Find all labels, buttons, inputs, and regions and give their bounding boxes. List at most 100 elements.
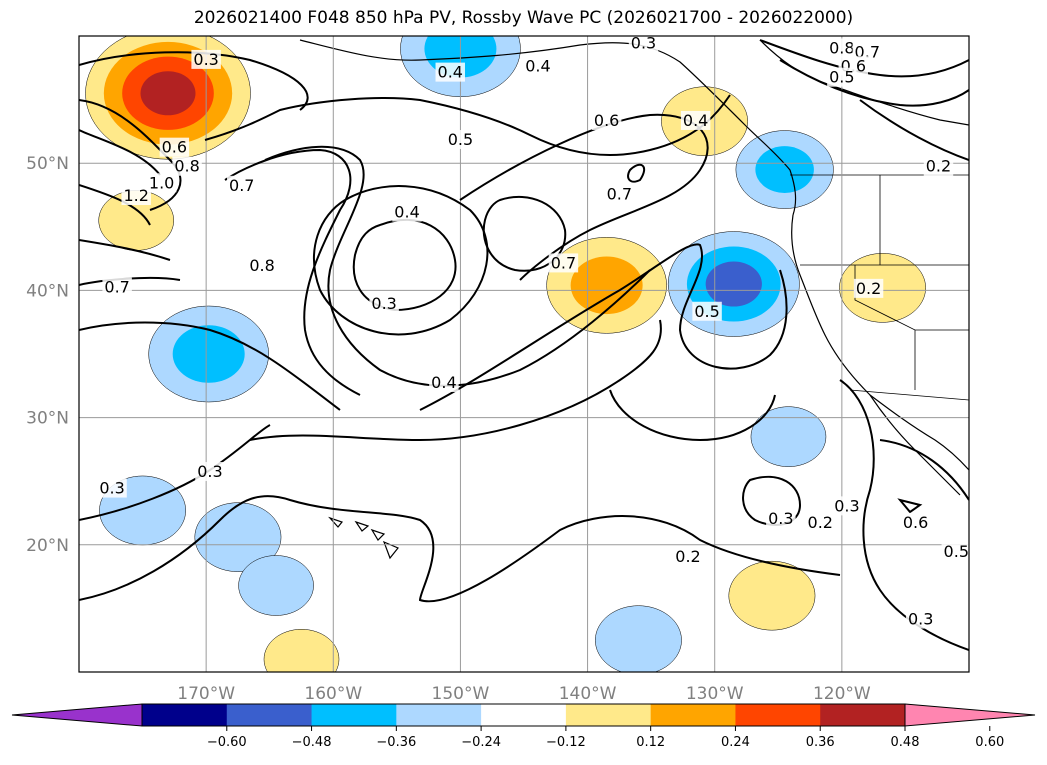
contour-label-background — [680, 110, 711, 130]
anomaly-level — [750, 406, 827, 467]
longitude-labels: 170°W 160°W 150°W 140°W 130°W 120°W — [177, 684, 871, 704]
contour-label: 0.2 — [808, 513, 833, 532]
lon-tick-label: 120°W — [813, 684, 871, 704]
contour-label-background — [591, 110, 622, 130]
lat-tick-label: 30°N — [26, 409, 69, 429]
colorbar: −0.60 −0.48 −0.36 −0.24 −0.12 0.12 0.24 0.36 0.4… — [11, 703, 1036, 750]
contour-label: 0.7 — [551, 253, 576, 272]
contour-label-background — [805, 512, 835, 532]
contour-line — [627, 163, 646, 183]
contour-line — [79, 51, 309, 111]
contour-label: 0.8 — [174, 157, 199, 176]
anomaly-level — [194, 502, 282, 572]
coastline-hawaii-2 — [354, 520, 370, 532]
latitude-labels: 20°N 30°N 40°N 50°N — [26, 154, 69, 556]
contour-label-background — [941, 542, 969, 562]
contour-label-background — [548, 253, 579, 273]
coastline-baja — [869, 394, 961, 496]
contour-line — [79, 239, 171, 261]
colorbar-segment — [481, 704, 567, 726]
contour-label-background — [195, 462, 225, 482]
contour-line — [482, 195, 567, 272]
contour-line — [897, 498, 923, 514]
colorbar-segment — [311, 704, 397, 726]
contour-label: 0.3 — [908, 610, 933, 629]
colorbar-tick-label: −0.24 — [461, 735, 501, 750]
coastline-hawaii-3 — [370, 528, 386, 541]
contour-line — [79, 129, 161, 176]
contour-line — [459, 113, 709, 281]
contour-label: 0.2 — [926, 157, 951, 176]
colorbar-segment — [396, 704, 482, 726]
colorbar-extend-high — [904, 703, 1036, 727]
colorbar-tick-label: 0.48 — [891, 735, 920, 750]
contour-label: 0.7 — [607, 185, 632, 204]
contour-label: 0.8 — [829, 38, 854, 57]
contour-label: 0.2 — [675, 547, 700, 566]
figure-title: 2026021400 F048 850 hPa PV, Rossby Wave … — [193, 8, 854, 28]
contour-line — [352, 219, 457, 312]
contour-label: 0.3 — [371, 294, 396, 313]
contour-label-background — [435, 62, 465, 82]
contour-line — [249, 319, 662, 442]
colorbar-segment — [142, 704, 228, 726]
contour-label: 0.3 — [631, 33, 656, 52]
contour-line — [204, 94, 731, 156]
anomaly-blob — [148, 305, 269, 403]
colorbar-tick-label: −0.12 — [546, 735, 586, 750]
anomaly-level — [570, 256, 643, 315]
contour-line — [79, 99, 182, 211]
colorbar-extend-low — [11, 703, 143, 727]
contour-line — [224, 148, 361, 396]
contour-label: 0.6 — [162, 138, 187, 157]
colorbar-segment — [820, 704, 906, 726]
contour-label-background — [429, 372, 459, 392]
pv-anomaly-shading — [85, 36, 926, 672]
anomaly-level — [705, 261, 762, 307]
contour-line — [264, 145, 651, 387]
contour-label: 0.6 — [594, 111, 619, 130]
pv-contour-labels: 0.30.80.61.21.0 0.70.70.80.30.40.50.40.4 0… — [97, 33, 969, 629]
contour-label-background — [146, 173, 177, 193]
contour-label-background — [832, 496, 862, 516]
contour-label: 0.4 — [431, 373, 456, 392]
contour-label-background — [102, 277, 132, 297]
coastline-west-us — [791, 214, 969, 471]
contour-line — [79, 321, 341, 411]
contour-line — [879, 439, 969, 501]
contour-line — [759, 39, 969, 78]
contour-label-background — [923, 156, 954, 176]
contour-label: 0.3 — [834, 496, 859, 515]
contour-label: 0.6 — [903, 513, 928, 532]
colorbar-outline — [141, 703, 906, 727]
map-frame — [78, 35, 970, 673]
contour-line — [609, 389, 776, 442]
contour-label: 0.3 — [197, 462, 222, 481]
contour-line — [79, 495, 841, 603]
anomaly-blob — [546, 237, 667, 334]
contour-label: 0.2 — [856, 279, 881, 298]
anomaly-level — [263, 629, 340, 672]
colorbar-tick-label: 0.60 — [975, 735, 1004, 750]
contour-line — [859, 99, 969, 161]
anomaly-level — [595, 605, 682, 672]
anomaly-level — [172, 325, 245, 383]
lat-tick-label: 40°N — [26, 281, 69, 301]
anomaly-level — [755, 146, 814, 193]
contour-label: 0.3 — [768, 509, 793, 528]
contour-label-background — [827, 38, 857, 58]
contour-line — [313, 185, 489, 336]
colorbar-tick-label: 0.12 — [636, 735, 665, 750]
colorbar-tick-label: 0.36 — [806, 735, 835, 750]
contour-label-background — [853, 278, 884, 298]
colorbar-tick-label: −0.36 — [376, 735, 416, 750]
lon-tick-label: 170°W — [177, 684, 235, 704]
colorbar-segment — [735, 704, 821, 726]
contour-label-background — [692, 301, 722, 321]
contour-label-background — [445, 130, 476, 150]
contour-line — [419, 243, 788, 411]
anomaly-blob — [595, 605, 682, 672]
contour-label-background — [523, 56, 553, 76]
colorbar-tick-label: −0.48 — [292, 735, 332, 750]
